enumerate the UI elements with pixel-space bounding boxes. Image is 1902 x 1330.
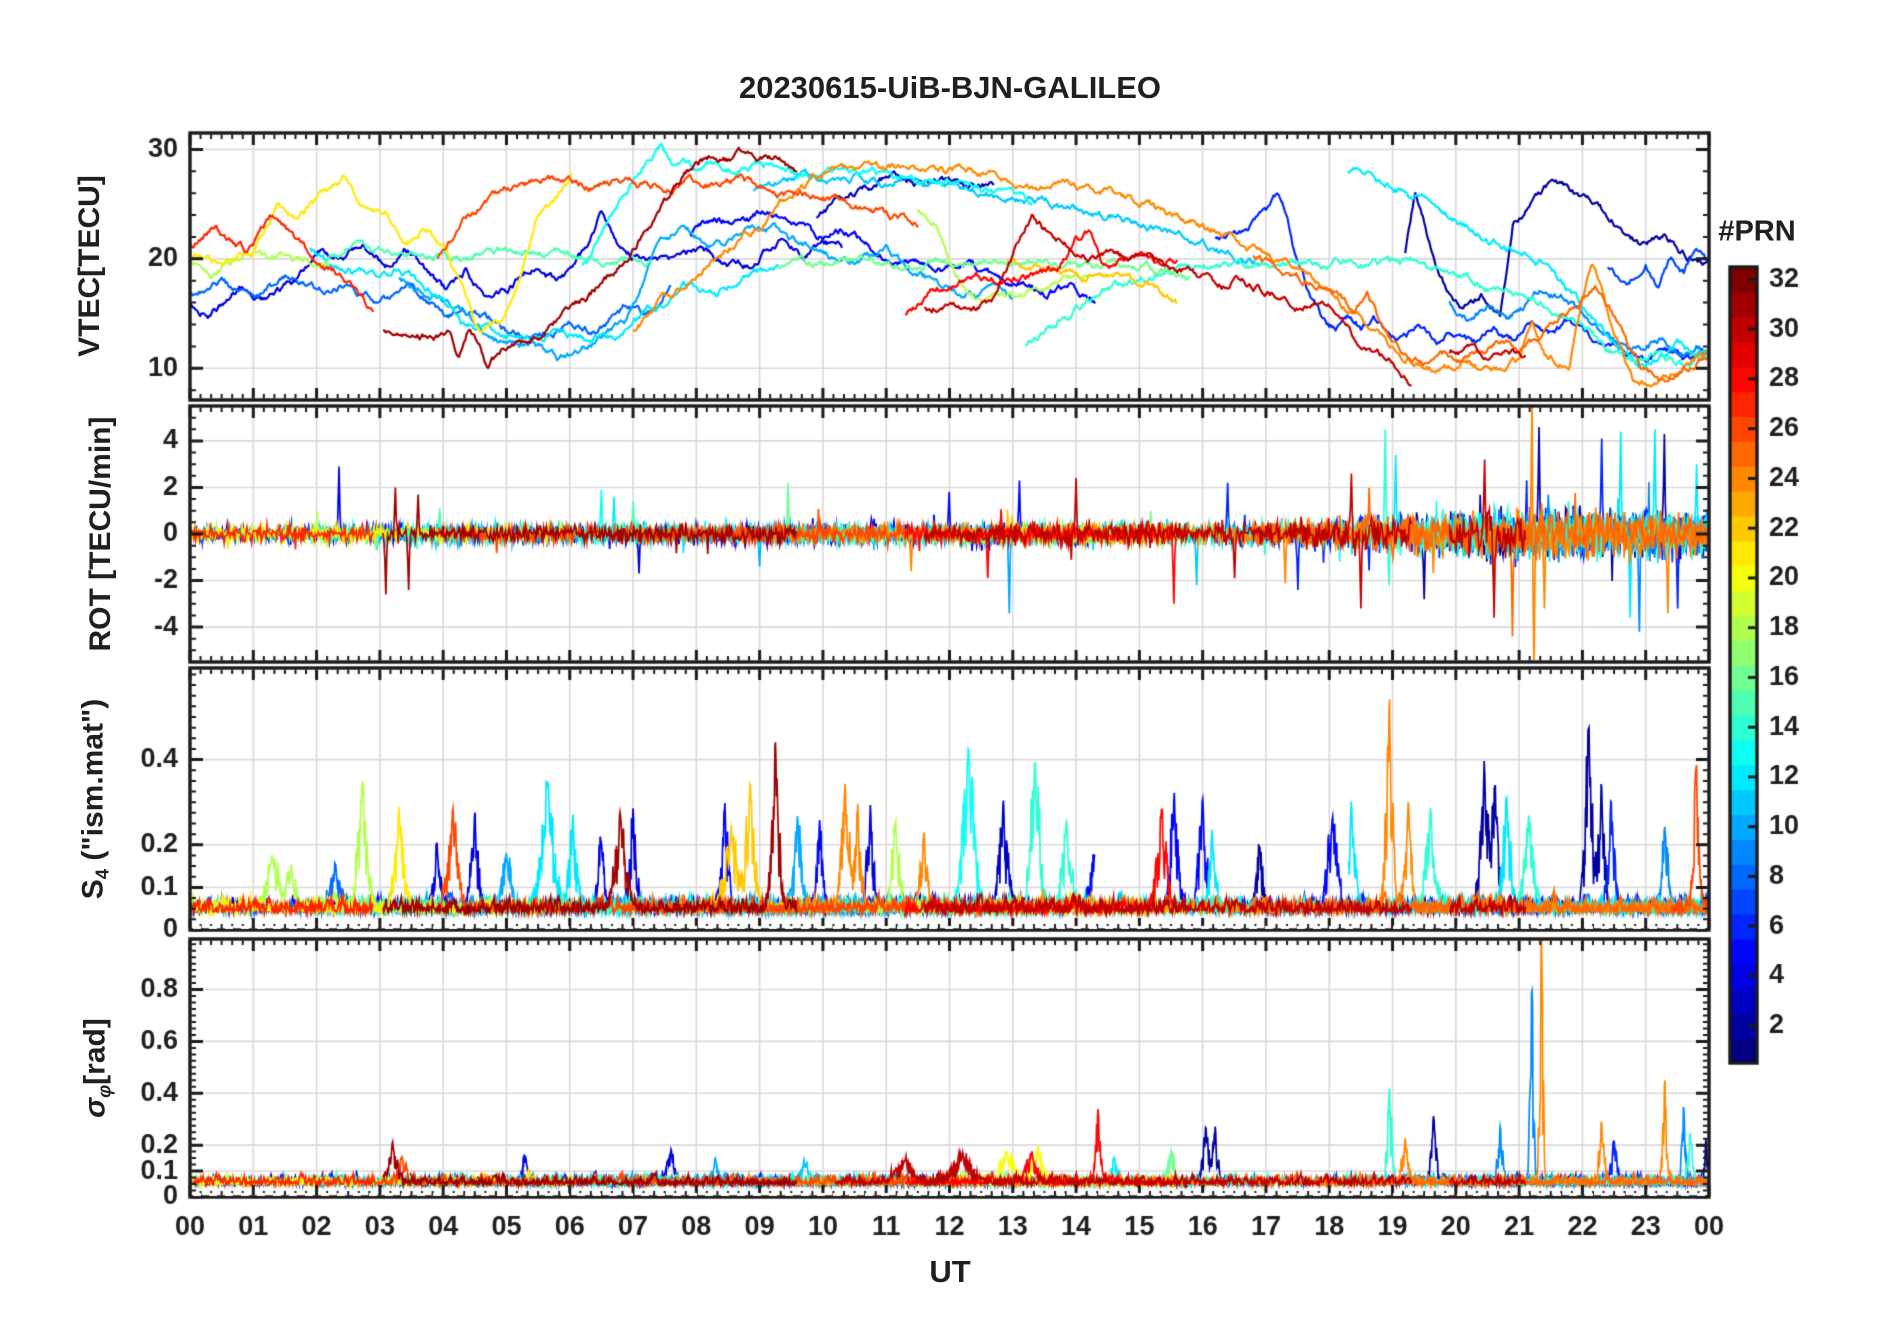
phi-subscript: φ	[93, 1084, 115, 1098]
y-axis-label-s4-subscript: 4	[91, 868, 113, 880]
y-axis-label-sigma-rest: [rad]	[78, 1018, 112, 1085]
y-axis-label-vtec-text: VTEC[TECU]	[73, 175, 106, 357]
colorbar-title: #PRN	[1718, 215, 1796, 248]
x-axis-label: UT	[929, 1254, 971, 1289]
y-axis-label-s4: S4 ("ism.mat")	[77, 699, 114, 900]
y-axis-label-s4-main: S	[76, 879, 110, 900]
chart-title: 20230615-UiB-BJN-GALILEO	[738, 70, 1162, 105]
y-axis-label-sigma-phi: σφ[rad]	[79, 1018, 116, 1118]
y-axis-label-rot: ROT [TECU/min]	[84, 417, 118, 652]
sigma-symbol: σ	[78, 1097, 112, 1118]
y-axis-label-vtec: VTEC[TECU]	[73, 175, 107, 357]
y-axis-label-rot-text: ROT [TECU/min]	[84, 416, 117, 652]
y-axis-label-s4-rest: ("ism.mat")	[76, 698, 110, 869]
